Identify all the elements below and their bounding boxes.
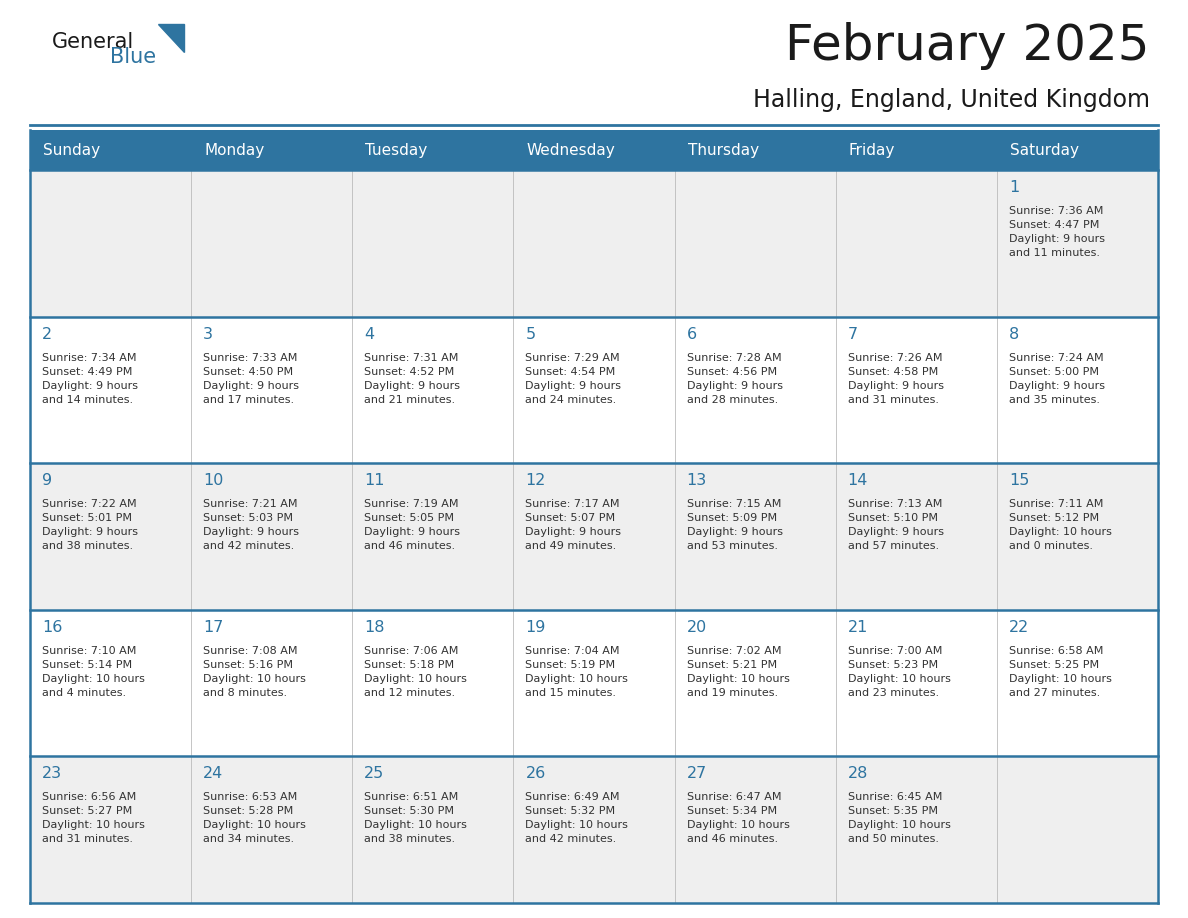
Text: Sunrise: 6:56 AM
Sunset: 5:27 PM
Daylight: 10 hours
and 31 minutes.: Sunrise: 6:56 AM Sunset: 5:27 PM Dayligh… [42, 792, 145, 845]
Text: Sunrise: 7:29 AM
Sunset: 4:54 PM
Daylight: 9 hours
and 24 minutes.: Sunrise: 7:29 AM Sunset: 4:54 PM Dayligh… [525, 353, 621, 405]
Text: 9: 9 [42, 473, 52, 488]
Text: 6: 6 [687, 327, 696, 341]
Text: 22: 22 [1009, 620, 1029, 635]
Text: Sunrise: 7:00 AM
Sunset: 5:23 PM
Daylight: 10 hours
and 23 minutes.: Sunrise: 7:00 AM Sunset: 5:23 PM Dayligh… [848, 645, 950, 698]
Text: 24: 24 [203, 767, 223, 781]
Text: Sunday: Sunday [43, 142, 100, 158]
Text: Wednesday: Wednesday [526, 142, 615, 158]
Text: 7: 7 [848, 327, 858, 341]
Text: Sunrise: 7:21 AM
Sunset: 5:03 PM
Daylight: 9 hours
and 42 minutes.: Sunrise: 7:21 AM Sunset: 5:03 PM Dayligh… [203, 499, 299, 551]
Bar [30, 317, 1158, 464]
Text: General: General [52, 32, 134, 52]
Text: Sunrise: 7:24 AM
Sunset: 5:00 PM
Daylight: 9 hours
and 35 minutes.: Sunrise: 7:24 AM Sunset: 5:00 PM Dayligh… [1009, 353, 1105, 405]
Text: Sunrise: 7:36 AM
Sunset: 4:47 PM
Daylight: 9 hours
and 11 minutes.: Sunrise: 7:36 AM Sunset: 4:47 PM Dayligh… [1009, 206, 1105, 258]
Text: Sunrise: 7:22 AM
Sunset: 5:01 PM
Daylight: 9 hours
and 38 minutes.: Sunrise: 7:22 AM Sunset: 5:01 PM Dayligh… [42, 499, 138, 551]
Text: Sunrise: 7:31 AM
Sunset: 4:52 PM
Daylight: 9 hours
and 21 minutes.: Sunrise: 7:31 AM Sunset: 4:52 PM Dayligh… [365, 353, 460, 405]
Text: Sunrise: 7:04 AM
Sunset: 5:19 PM
Daylight: 10 hours
and 15 minutes.: Sunrise: 7:04 AM Sunset: 5:19 PM Dayligh… [525, 645, 628, 698]
Text: 2: 2 [42, 327, 52, 341]
Text: Sunrise: 7:08 AM
Sunset: 5:16 PM
Daylight: 10 hours
and 8 minutes.: Sunrise: 7:08 AM Sunset: 5:16 PM Dayligh… [203, 645, 307, 698]
Text: Sunrise: 7:19 AM
Sunset: 5:05 PM
Daylight: 9 hours
and 46 minutes.: Sunrise: 7:19 AM Sunset: 5:05 PM Dayligh… [365, 499, 460, 551]
Text: Sunrise: 7:33 AM
Sunset: 4:50 PM
Daylight: 9 hours
and 17 minutes.: Sunrise: 7:33 AM Sunset: 4:50 PM Dayligh… [203, 353, 299, 405]
Text: 26: 26 [525, 767, 545, 781]
Text: Sunrise: 7:06 AM
Sunset: 5:18 PM
Daylight: 10 hours
and 12 minutes.: Sunrise: 7:06 AM Sunset: 5:18 PM Dayligh… [365, 645, 467, 698]
Text: 11: 11 [365, 473, 385, 488]
Text: Sunrise: 7:13 AM
Sunset: 5:10 PM
Daylight: 9 hours
and 57 minutes.: Sunrise: 7:13 AM Sunset: 5:10 PM Dayligh… [848, 499, 943, 551]
Text: Blue: Blue [110, 47, 156, 67]
Bar [30, 756, 1158, 903]
Text: Monday: Monday [204, 142, 265, 158]
Text: Sunrise: 6:51 AM
Sunset: 5:30 PM
Daylight: 10 hours
and 38 minutes.: Sunrise: 6:51 AM Sunset: 5:30 PM Dayligh… [365, 792, 467, 845]
Text: 28: 28 [848, 767, 868, 781]
Text: Sunrise: 6:49 AM
Sunset: 5:32 PM
Daylight: 10 hours
and 42 minutes.: Sunrise: 6:49 AM Sunset: 5:32 PM Dayligh… [525, 792, 628, 845]
Bar [30, 130, 1158, 170]
Text: 17: 17 [203, 620, 223, 635]
Text: Saturday: Saturday [1010, 142, 1079, 158]
Text: 18: 18 [365, 620, 385, 635]
Text: 10: 10 [203, 473, 223, 488]
Bar [30, 464, 1158, 610]
Text: 12: 12 [525, 473, 545, 488]
Text: Sunrise: 7:17 AM
Sunset: 5:07 PM
Daylight: 9 hours
and 49 minutes.: Sunrise: 7:17 AM Sunset: 5:07 PM Dayligh… [525, 499, 621, 551]
Polygon shape [158, 24, 184, 52]
Text: 14: 14 [848, 473, 868, 488]
Text: Sunrise: 6:45 AM
Sunset: 5:35 PM
Daylight: 10 hours
and 50 minutes.: Sunrise: 6:45 AM Sunset: 5:35 PM Dayligh… [848, 792, 950, 845]
Text: Halling, England, United Kingdom: Halling, England, United Kingdom [753, 88, 1150, 112]
Text: Friday: Friday [848, 142, 895, 158]
Text: 4: 4 [365, 327, 374, 341]
Text: 16: 16 [42, 620, 63, 635]
Text: Sunrise: 7:02 AM
Sunset: 5:21 PM
Daylight: 10 hours
and 19 minutes.: Sunrise: 7:02 AM Sunset: 5:21 PM Dayligh… [687, 645, 790, 698]
Text: 20: 20 [687, 620, 707, 635]
Text: Sunrise: 7:28 AM
Sunset: 4:56 PM
Daylight: 9 hours
and 28 minutes.: Sunrise: 7:28 AM Sunset: 4:56 PM Dayligh… [687, 353, 783, 405]
Bar [30, 170, 1158, 317]
Text: 21: 21 [848, 620, 868, 635]
Text: 8: 8 [1009, 327, 1019, 341]
Text: 23: 23 [42, 767, 62, 781]
Text: 15: 15 [1009, 473, 1029, 488]
Text: Sunrise: 7:10 AM
Sunset: 5:14 PM
Daylight: 10 hours
and 4 minutes.: Sunrise: 7:10 AM Sunset: 5:14 PM Dayligh… [42, 645, 145, 698]
Text: 5: 5 [525, 327, 536, 341]
Text: Thursday: Thursday [688, 142, 759, 158]
Text: 13: 13 [687, 473, 707, 488]
Text: February 2025: February 2025 [785, 22, 1150, 70]
Text: Sunrise: 6:58 AM
Sunset: 5:25 PM
Daylight: 10 hours
and 27 minutes.: Sunrise: 6:58 AM Sunset: 5:25 PM Dayligh… [1009, 645, 1112, 698]
Text: Sunrise: 7:15 AM
Sunset: 5:09 PM
Daylight: 9 hours
and 53 minutes.: Sunrise: 7:15 AM Sunset: 5:09 PM Dayligh… [687, 499, 783, 551]
Text: 1: 1 [1009, 180, 1019, 195]
Bar [30, 610, 1158, 756]
Text: Sunrise: 7:11 AM
Sunset: 5:12 PM
Daylight: 10 hours
and 0 minutes.: Sunrise: 7:11 AM Sunset: 5:12 PM Dayligh… [1009, 499, 1112, 551]
Text: 27: 27 [687, 767, 707, 781]
Text: Sunrise: 7:34 AM
Sunset: 4:49 PM
Daylight: 9 hours
and 14 minutes.: Sunrise: 7:34 AM Sunset: 4:49 PM Dayligh… [42, 353, 138, 405]
Text: 3: 3 [203, 327, 213, 341]
Text: Tuesday: Tuesday [365, 142, 428, 158]
Text: Sunrise: 6:47 AM
Sunset: 5:34 PM
Daylight: 10 hours
and 46 minutes.: Sunrise: 6:47 AM Sunset: 5:34 PM Dayligh… [687, 792, 790, 845]
Text: 19: 19 [525, 620, 545, 635]
Text: 25: 25 [365, 767, 385, 781]
Text: Sunrise: 6:53 AM
Sunset: 5:28 PM
Daylight: 10 hours
and 34 minutes.: Sunrise: 6:53 AM Sunset: 5:28 PM Dayligh… [203, 792, 307, 845]
Text: Sunrise: 7:26 AM
Sunset: 4:58 PM
Daylight: 9 hours
and 31 minutes.: Sunrise: 7:26 AM Sunset: 4:58 PM Dayligh… [848, 353, 943, 405]
